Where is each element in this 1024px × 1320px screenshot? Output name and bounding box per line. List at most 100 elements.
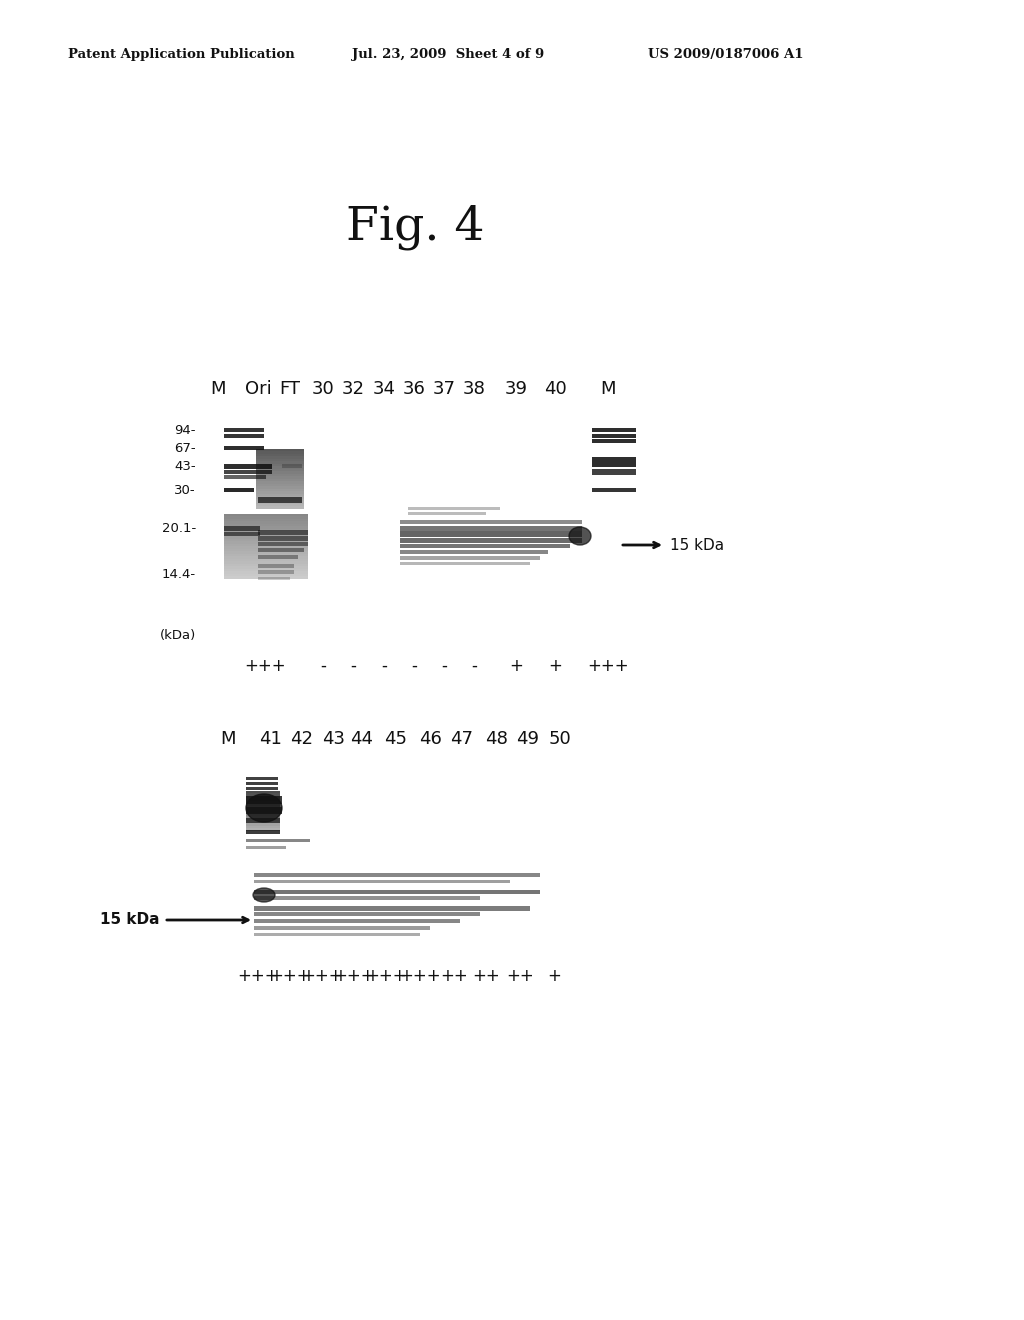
Bar (258, 554, 298, 558)
Text: 67-: 67- (174, 441, 196, 454)
Bar (246, 846, 286, 849)
Text: +++: +++ (587, 657, 629, 675)
Bar (224, 556, 308, 558)
Bar (256, 477, 304, 479)
Text: Jul. 23, 2009  Sheet 4 of 9: Jul. 23, 2009 Sheet 4 of 9 (352, 48, 544, 61)
Text: M: M (210, 380, 225, 399)
Bar (256, 494, 304, 496)
Bar (400, 561, 530, 565)
Ellipse shape (569, 527, 591, 545)
Bar (256, 496, 304, 499)
Bar (256, 449, 304, 451)
Text: 38: 38 (463, 380, 485, 399)
Bar (256, 469, 304, 471)
Bar (246, 813, 280, 816)
Bar (224, 561, 308, 564)
Text: 44: 44 (350, 730, 374, 748)
Bar (256, 479, 304, 482)
Bar (246, 796, 280, 799)
Bar (400, 537, 582, 543)
Bar (256, 457, 304, 459)
Bar (258, 577, 290, 579)
Bar (246, 776, 278, 780)
Bar (256, 486, 304, 488)
Text: 41: 41 (259, 730, 282, 748)
Text: +++: +++ (399, 968, 440, 985)
Bar (224, 525, 260, 531)
Text: -: - (321, 657, 326, 675)
Bar (258, 564, 294, 568)
Bar (592, 457, 636, 467)
Text: 39: 39 (505, 380, 527, 399)
Text: 34: 34 (373, 380, 395, 399)
Bar (246, 821, 280, 824)
Bar (400, 556, 540, 560)
Bar (592, 434, 636, 438)
Bar (400, 531, 582, 537)
Ellipse shape (246, 795, 282, 822)
Bar (256, 491, 304, 494)
Bar (258, 543, 308, 546)
Bar (400, 550, 548, 554)
Bar (246, 799, 280, 801)
Bar (254, 906, 530, 911)
Bar (224, 566, 308, 569)
Bar (256, 459, 304, 461)
Text: +: + (547, 968, 561, 985)
Bar (246, 796, 282, 804)
Bar (224, 544, 308, 546)
Bar (224, 577, 308, 578)
Bar (224, 463, 272, 469)
Text: -: - (381, 657, 387, 675)
Bar (592, 428, 636, 432)
Bar (224, 558, 308, 561)
Text: M: M (220, 730, 236, 748)
Bar (224, 539, 308, 541)
Text: 94-: 94- (174, 424, 196, 437)
Text: 43: 43 (323, 730, 345, 748)
Text: 30: 30 (311, 380, 335, 399)
Text: 45: 45 (384, 730, 408, 748)
Bar (256, 463, 304, 466)
Bar (246, 828, 280, 830)
Bar (256, 454, 304, 457)
Bar (224, 475, 266, 479)
Bar (224, 533, 308, 536)
Bar (256, 451, 304, 454)
Bar (256, 482, 304, 483)
Text: +++: +++ (244, 657, 286, 675)
Bar (408, 507, 500, 510)
Bar (224, 564, 308, 566)
Bar (258, 529, 308, 535)
Text: ++: ++ (506, 968, 534, 985)
Bar (224, 541, 308, 544)
Bar (224, 516, 308, 519)
Bar (224, 546, 308, 549)
Text: +++: +++ (366, 968, 407, 985)
Bar (592, 488, 636, 492)
Bar (258, 570, 294, 574)
Text: 32: 32 (341, 380, 365, 399)
Text: 20.1-: 20.1- (162, 521, 196, 535)
Text: -: - (441, 657, 446, 675)
Text: ++: ++ (472, 968, 500, 985)
Bar (254, 927, 430, 929)
Bar (246, 808, 280, 810)
Bar (246, 838, 310, 842)
Bar (282, 465, 302, 469)
Bar (246, 793, 280, 796)
Text: 43-: 43- (174, 459, 196, 473)
Bar (224, 572, 308, 574)
Bar (224, 531, 308, 533)
Bar (256, 504, 304, 507)
Bar (246, 816, 280, 818)
Bar (592, 469, 636, 475)
Bar (258, 498, 302, 503)
Bar (256, 474, 304, 477)
Bar (256, 499, 304, 502)
Bar (224, 434, 264, 438)
Bar (256, 507, 304, 508)
Bar (256, 461, 304, 463)
Text: 40: 40 (544, 380, 566, 399)
Text: 14.4-: 14.4- (162, 568, 196, 581)
